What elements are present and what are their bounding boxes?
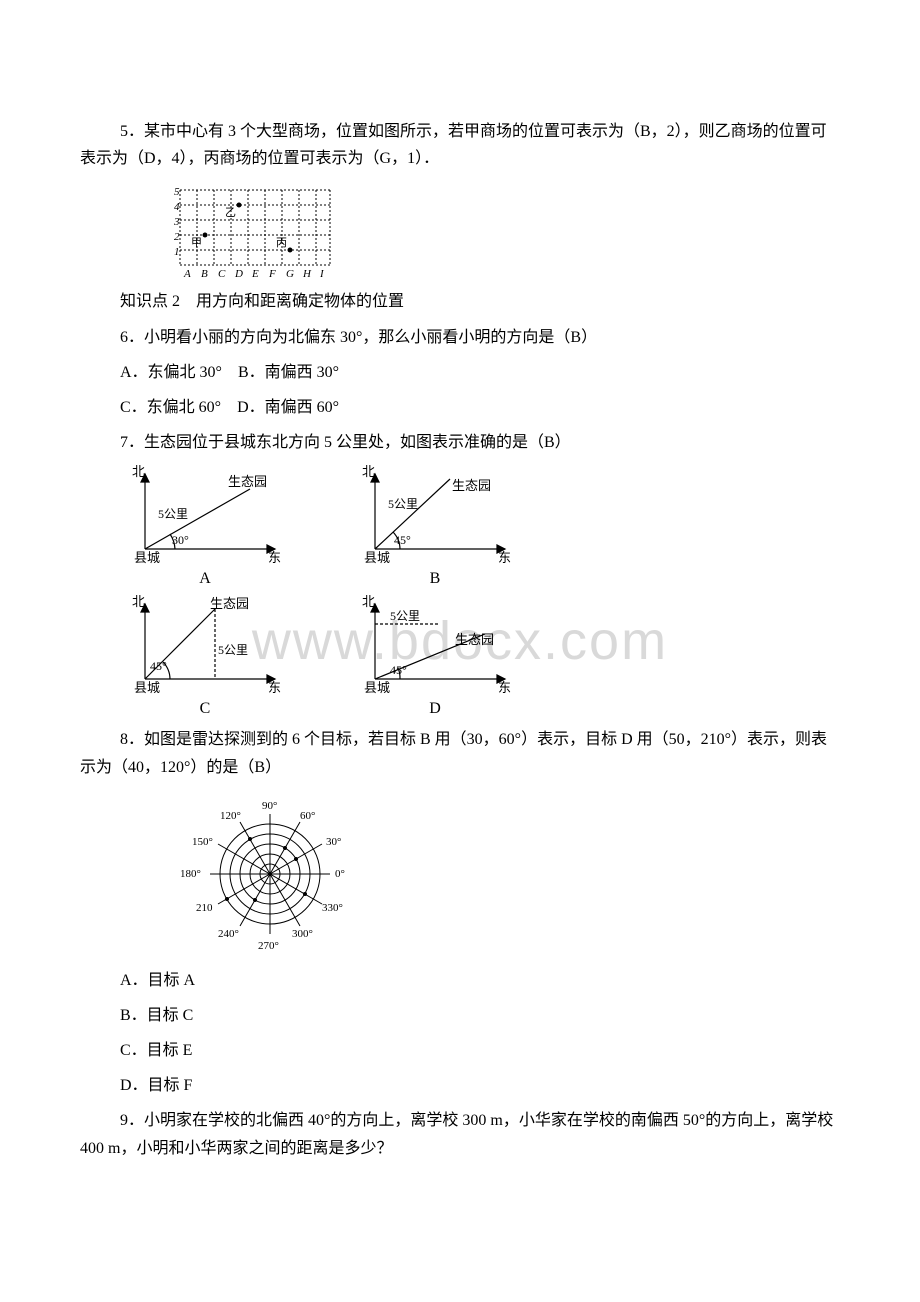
ang-300: 300° <box>292 928 313 940</box>
d-east: 东 <box>498 680 511 694</box>
b-county: 县城 <box>364 550 390 564</box>
q7-diagram-b: 北 东 县城 生态园 5公里 45° <box>350 464 520 564</box>
d-dist: 5公里 <box>390 609 420 623</box>
c-north: 北 <box>132 594 145 609</box>
q7-text: 7．生态园位于县城东北方向 5 公里处，如图表示准确的是（B） <box>80 429 840 456</box>
q7-diagram-a: 北 东 县城 生态园 5公里 30° <box>120 464 290 564</box>
colI: I <box>319 268 325 280</box>
point-bing: 丙 <box>276 237 287 249</box>
row5: 5 <box>174 186 180 198</box>
colB: B <box>201 268 208 280</box>
a-park: 生态园 <box>228 474 267 489</box>
b-east: 东 <box>498 550 511 564</box>
ang-120: 120° <box>220 810 241 822</box>
ang-180: 180° <box>180 868 201 880</box>
ang-0: 0° <box>335 868 345 880</box>
d-north: 北 <box>362 594 375 609</box>
colD: D <box>234 268 243 280</box>
b-ang: 45° <box>394 533 411 547</box>
colG: G <box>286 268 294 280</box>
d-ang: 45° <box>390 663 407 677</box>
ang-150: 150° <box>192 836 213 848</box>
c-park: 生态园 <box>210 596 249 611</box>
colH: H <box>302 268 312 280</box>
colE: E <box>251 268 259 280</box>
c-dist: 5公里 <box>218 643 248 657</box>
label-a: A <box>199 570 211 588</box>
a-dist: 5公里 <box>158 507 188 521</box>
row2: 2 <box>174 231 180 243</box>
kp2: 知识点 2 用方向和距离确定物体的位置 <box>80 288 840 315</box>
a-county: 县城 <box>134 550 160 564</box>
ang-210: 210 <box>196 902 213 914</box>
q7-diagram-d: 北 东 县城 生态园 5公里 45° <box>350 594 520 694</box>
q8-text: 8．如图是雷达探测到的 6 个目标，若目标 B 用（30，60°）表示，目标 D… <box>80 726 840 780</box>
a-east: 东 <box>268 550 281 564</box>
q8-optB: B．目标 C <box>80 1002 840 1029</box>
q5-text: 5．某市中心有 3 个大型商场，位置如图所示，若甲商场的位置可表示为（B，2），… <box>80 118 840 172</box>
q8-optD: D．目标 F <box>80 1072 840 1099</box>
q8-radar: 0° 30° 60° 90° 120° 150° 180° 210 240° 2… <box>170 789 840 959</box>
q8-optC: C．目标 E <box>80 1037 840 1064</box>
label-c: C <box>200 700 211 718</box>
q6-ab: A．东偏北 30° B．南偏西 30° <box>80 359 840 386</box>
colF: F <box>268 268 276 280</box>
q6-text: 6．小明看小丽的方向为北偏东 30°，那么小丽看小明的方向是（B） <box>80 324 840 351</box>
b-north: 北 <box>362 464 375 479</box>
c-county: 县城 <box>134 680 160 694</box>
point-yi: 乙 <box>225 206 236 219</box>
colA: A <box>183 268 191 280</box>
a-north: 北 <box>132 464 145 479</box>
b-park: 生态园 <box>452 478 491 493</box>
q8-optA: A．目标 A <box>80 967 840 994</box>
row3: 3 <box>173 216 180 228</box>
point-jia: 甲 <box>191 237 202 249</box>
q7-row2: 北 东 县城 生态园 5公里 45° C <box>120 594 840 718</box>
ang-90: 90° <box>262 800 277 812</box>
q6-cd: C．东偏北 60° D．南偏西 60° <box>80 394 840 421</box>
ang-240: 240° <box>218 928 239 940</box>
ang-30: 30° <box>326 836 341 848</box>
d-county: 县城 <box>364 680 390 694</box>
c-ang: 45° <box>150 659 167 673</box>
label-b: B <box>430 570 441 588</box>
row1: 1 <box>174 246 180 258</box>
b-dist: 5公里 <box>388 497 418 511</box>
c-east: 东 <box>268 680 281 694</box>
q7-row1: 北 东 县城 生态园 5公里 30° A 北 <box>120 464 840 588</box>
a-ang: 30° <box>172 533 189 547</box>
q9-text: 9．小明家在学校的北偏西 40°的方向上，离学校 300 m，小华家在学校的南偏… <box>80 1107 840 1161</box>
colC: C <box>218 268 226 280</box>
ang-330: 330° <box>322 902 343 914</box>
label-d: D <box>429 700 441 718</box>
ang-270: 270° <box>258 940 279 952</box>
ang-60: 60° <box>300 810 315 822</box>
d-park: 生态园 <box>455 632 494 647</box>
row4: 4 <box>174 201 180 213</box>
q7-diagram-c: 北 东 县城 生态园 5公里 45° <box>120 594 290 694</box>
q5-grid: 5 4 3 2 1 A B C D E F G H I 甲 乙 丙 <box>170 180 840 280</box>
